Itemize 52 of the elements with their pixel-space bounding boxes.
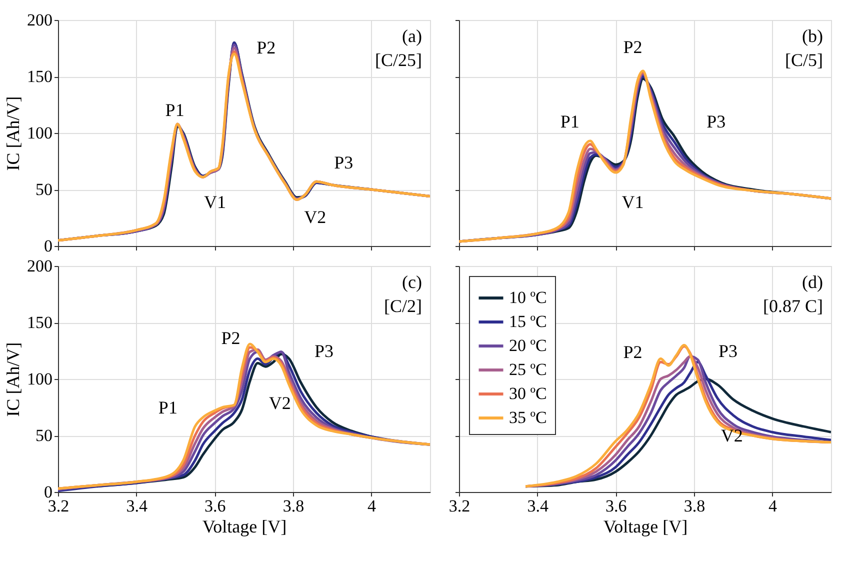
annotation: P3 <box>334 152 354 173</box>
annotation: P1 <box>158 398 178 418</box>
x-axis-title: Voltage [V] <box>202 516 287 536</box>
annotation: P3 <box>314 341 334 362</box>
x-tick-label: 3.2 <box>448 496 470 516</box>
annotation: V1 <box>622 192 644 212</box>
y-axis-title: IC [Ah/V] <box>3 342 23 417</box>
annotation: V1 <box>204 192 226 212</box>
y-axis-title: IC [Ah/V] <box>3 96 23 171</box>
x-axis-title: Voltage [V] <box>603 516 688 536</box>
y-tick-label: 100 <box>27 370 52 388</box>
x-tick-label: 3.6 <box>606 496 627 516</box>
y-tick-label: 200 <box>27 256 52 276</box>
legend-label: 25 ºC <box>509 360 547 379</box>
x-tick-label: 3.4 <box>126 496 148 516</box>
annotation: V2 <box>268 392 291 413</box>
legend-label: 10 ºC <box>509 288 547 307</box>
annotation: P3 <box>706 111 726 132</box>
y-tick-label: 0 <box>44 236 52 256</box>
x-tick-label: 3.8 <box>282 496 304 516</box>
x-tick-label: 3.8 <box>684 496 706 516</box>
legend-label: 20 ºC <box>509 336 547 355</box>
annotation: [C/5] <box>785 50 823 70</box>
legend-label: 15 ºC <box>509 312 547 331</box>
annotation: (d) <box>802 272 823 292</box>
y-tick-label: 50 <box>36 180 52 199</box>
annotation: P2 <box>256 38 276 58</box>
y-tick-label: 200 <box>27 10 52 30</box>
legend-label: 35 ºC <box>509 408 547 427</box>
y-tick-label: 150 <box>27 313 52 332</box>
annotation: P1 <box>165 100 184 120</box>
y-tick-label: 50 <box>36 426 52 445</box>
annotation: P2 <box>623 36 642 57</box>
annotation: (a) <box>402 26 422 46</box>
annotation: P1 <box>560 111 580 132</box>
x-tick-label: 4 <box>368 496 377 516</box>
legend-label: 30 ºC <box>509 384 547 403</box>
annotation: [C/25] <box>375 50 422 70</box>
x-tick-label: 4 <box>768 496 778 516</box>
x-tick-label: 3.4 <box>527 496 549 516</box>
annotation: P3 <box>718 341 738 362</box>
annotation: [C/2] <box>384 296 422 316</box>
annotation: V2 <box>304 207 326 228</box>
y-tick-label: 150 <box>27 67 52 86</box>
annotation: V2 <box>720 425 743 446</box>
y-tick-label: 100 <box>27 124 52 142</box>
annotation: P2 <box>221 328 240 348</box>
annotation: (c) <box>402 272 422 292</box>
x-tick-label: 3.6 <box>204 496 226 516</box>
annotation: [0.87 C] <box>763 296 823 316</box>
annotation: (b) <box>802 26 823 46</box>
annotation: P2 <box>623 342 642 362</box>
